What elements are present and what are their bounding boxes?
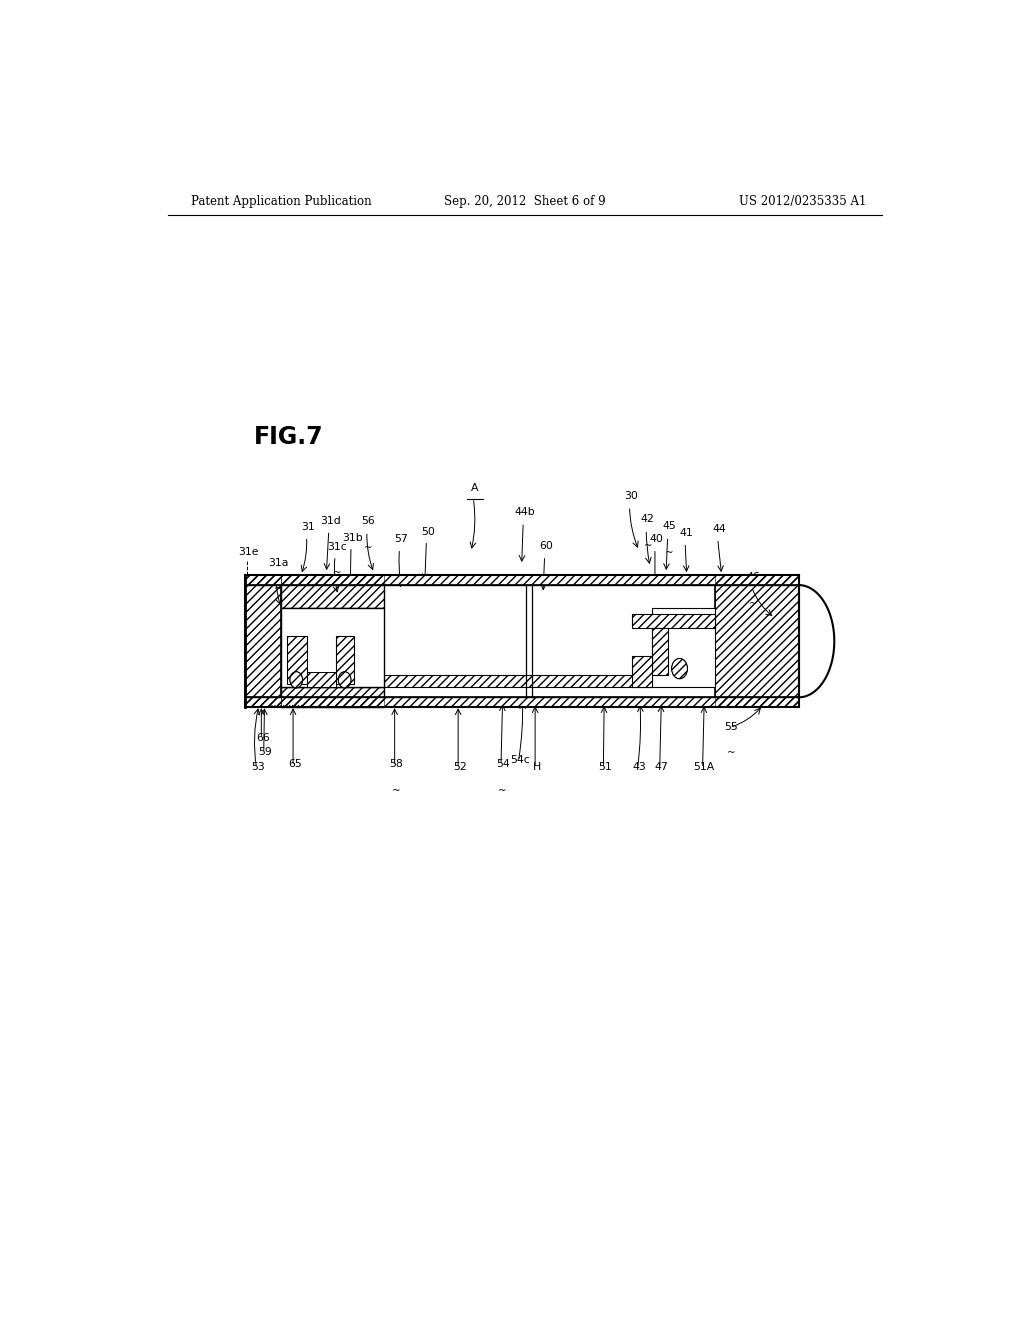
Polygon shape <box>282 686 384 708</box>
Text: 66: 66 <box>256 733 269 743</box>
Text: 44: 44 <box>713 524 726 535</box>
Text: 31: 31 <box>301 523 315 532</box>
Text: 53: 53 <box>251 763 265 772</box>
Polygon shape <box>306 672 336 686</box>
Text: ~: ~ <box>273 585 283 594</box>
Text: 51: 51 <box>598 763 611 772</box>
Text: US 2012/0235335 A1: US 2012/0235335 A1 <box>738 194 866 207</box>
Text: A: A <box>471 483 478 492</box>
Polygon shape <box>246 576 282 708</box>
Text: 58: 58 <box>389 759 403 770</box>
Circle shape <box>338 672 351 688</box>
Text: 56: 56 <box>361 516 376 527</box>
Text: 31a: 31a <box>268 558 288 568</box>
Text: 51A: 51A <box>693 763 715 772</box>
Polygon shape <box>287 636 306 684</box>
Text: 65: 65 <box>288 759 301 770</box>
Text: 41: 41 <box>680 528 693 537</box>
Text: 54c: 54c <box>510 755 529 766</box>
Text: 54: 54 <box>496 759 510 770</box>
Polygon shape <box>282 607 384 686</box>
Text: 31d: 31d <box>319 516 341 527</box>
Text: 43: 43 <box>632 763 646 772</box>
Polygon shape <box>246 697 799 708</box>
Polygon shape <box>336 636 354 684</box>
Text: Sep. 20, 2012  Sheet 6 of 9: Sep. 20, 2012 Sheet 6 of 9 <box>444 194 605 207</box>
Polygon shape <box>652 607 715 686</box>
Text: 31e: 31e <box>239 546 259 557</box>
Text: 60: 60 <box>540 541 553 550</box>
Polygon shape <box>652 628 668 675</box>
Text: ~: ~ <box>750 598 758 609</box>
Text: 52: 52 <box>453 763 467 772</box>
Text: 46: 46 <box>746 573 760 582</box>
Text: 45: 45 <box>663 521 676 532</box>
Polygon shape <box>632 614 715 628</box>
Text: ~: ~ <box>643 541 652 550</box>
Text: H: H <box>532 763 541 772</box>
Text: 47: 47 <box>654 763 669 772</box>
Text: Patent Application Publication: Patent Application Publication <box>191 194 372 207</box>
Text: 50: 50 <box>421 527 435 536</box>
Text: ~: ~ <box>665 548 674 557</box>
Text: 44b: 44b <box>514 507 536 517</box>
Polygon shape <box>632 656 652 686</box>
Text: 31b: 31b <box>342 532 362 543</box>
Text: 40: 40 <box>649 533 664 544</box>
Polygon shape <box>246 576 799 585</box>
Text: 42: 42 <box>641 515 654 524</box>
Text: ~: ~ <box>499 785 507 796</box>
Polygon shape <box>715 576 799 708</box>
Text: 57: 57 <box>394 533 408 544</box>
Polygon shape <box>282 576 384 607</box>
Text: 59: 59 <box>258 747 272 758</box>
Text: ~: ~ <box>392 785 400 796</box>
Text: ~: ~ <box>727 748 735 758</box>
Circle shape <box>672 659 687 678</box>
Text: 31c: 31c <box>327 541 346 552</box>
Text: 55: 55 <box>724 722 738 731</box>
Circle shape <box>290 672 303 688</box>
Text: FIG.7: FIG.7 <box>253 425 323 449</box>
Text: ~: ~ <box>333 568 341 578</box>
Text: 30: 30 <box>625 491 638 500</box>
Polygon shape <box>384 675 652 686</box>
Text: ~: ~ <box>365 543 373 553</box>
